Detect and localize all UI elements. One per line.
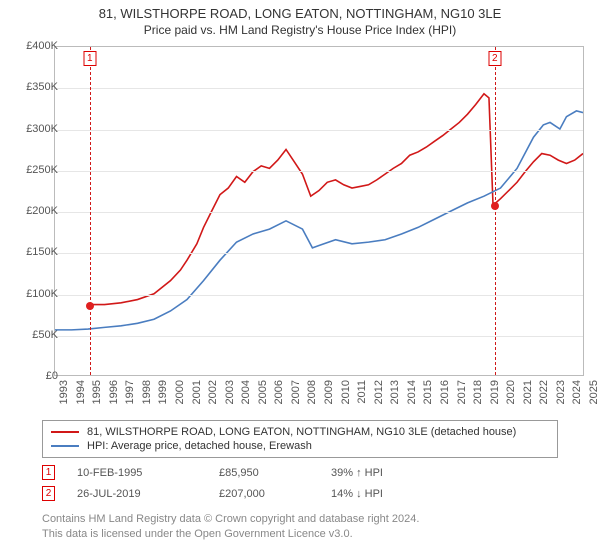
footnote-line-2: This data is licensed under the Open Gov… (42, 527, 419, 542)
y-tick-label: £50K (32, 329, 58, 341)
marker-line-1 (90, 47, 91, 375)
y-tick-label: £0 (46, 370, 58, 382)
y-tick-label: £100K (26, 288, 58, 300)
x-tick-label: 2003 (224, 380, 236, 404)
x-tick-label: 2018 (472, 380, 484, 404)
transaction-badge: 1 (42, 465, 55, 480)
series-property (90, 94, 583, 305)
title-line-2: Price paid vs. HM Land Registry's House … (0, 23, 600, 37)
title-block: 81, WILSTHORPE ROAD, LONG EATON, NOTTING… (0, 0, 600, 37)
x-tick-label: 2025 (588, 380, 600, 404)
transaction-diff: 14% ↓ HPI (331, 488, 441, 500)
transaction-diff: 39% ↑ HPI (331, 467, 441, 479)
marker-badge-1: 1 (83, 51, 96, 66)
legend-swatch (51, 431, 79, 433)
footnote: Contains HM Land Registry data © Crown c… (42, 512, 419, 542)
x-tick-label: 1998 (141, 380, 153, 404)
transaction-row-2: 2 26-JUL-2019 £207,000 14% ↓ HPI (42, 483, 441, 504)
x-tick-label: 2001 (191, 380, 203, 404)
x-tick-label: 2004 (240, 380, 252, 404)
x-tick-label: 2015 (422, 380, 434, 404)
marker-dot-1 (86, 302, 94, 310)
x-tick-label: 2013 (389, 380, 401, 404)
x-tick-label: 2009 (323, 380, 335, 404)
x-tick-label: 1999 (157, 380, 169, 404)
x-tick-label: 2019 (489, 380, 501, 404)
series-hpi (55, 111, 583, 330)
x-tick-label: 2022 (538, 380, 550, 404)
x-tick-label: 2000 (174, 380, 186, 404)
x-tick-label: 2008 (306, 380, 318, 404)
x-tick-label: 2002 (207, 380, 219, 404)
y-gridline (55, 336, 583, 337)
y-gridline (55, 130, 583, 131)
y-gridline (55, 171, 583, 172)
y-tick-label: £150K (26, 246, 58, 258)
x-tick-label: 2011 (356, 380, 368, 404)
transactions-table: 1 10-FEB-1995 £85,950 39% ↑ HPI 2 26-JUL-2019… (42, 462, 441, 504)
legend-item-1: HPI: Average price, detached house, Erew… (51, 439, 549, 453)
series-svg (55, 47, 583, 375)
legend-label: HPI: Average price, detached house, Erew… (87, 440, 312, 452)
x-tick-label: 2024 (571, 380, 583, 404)
x-tick-label: 2010 (340, 380, 352, 404)
transaction-price: £207,000 (219, 488, 309, 500)
transaction-row-1: 1 10-FEB-1995 £85,950 39% ↑ HPI (42, 462, 441, 483)
x-tick-label: 1996 (108, 380, 120, 404)
figure: 81, WILSTHORPE ROAD, LONG EATON, NOTTING… (0, 0, 600, 560)
x-tick-label: 2023 (555, 380, 567, 404)
title-line-1: 81, WILSTHORPE ROAD, LONG EATON, NOTTING… (0, 6, 600, 21)
x-tick-label: 2021 (522, 380, 534, 404)
marker-dot-2 (491, 202, 499, 210)
marker-badge-2: 2 (488, 51, 501, 66)
y-gridline (55, 253, 583, 254)
y-tick-label: £400K (26, 40, 58, 52)
plot-area: 12 (54, 46, 584, 376)
x-tick-label: 2016 (439, 380, 451, 404)
y-tick-label: £350K (26, 81, 58, 93)
marker-line-2 (495, 47, 496, 375)
x-tick-label: 2020 (505, 380, 517, 404)
y-gridline (55, 212, 583, 213)
y-gridline (55, 295, 583, 296)
x-tick-label: 1994 (75, 380, 87, 404)
y-tick-label: £250K (26, 164, 58, 176)
x-tick-label: 1997 (124, 380, 136, 404)
transaction-badge: 2 (42, 486, 55, 501)
x-tick-label: 2007 (290, 380, 302, 404)
x-tick-label: 1995 (91, 380, 103, 404)
footnote-line-1: Contains HM Land Registry data © Crown c… (42, 512, 419, 527)
transaction-date: 26-JUL-2019 (77, 488, 197, 500)
legend-item-0: 81, WILSTHORPE ROAD, LONG EATON, NOTTING… (51, 425, 549, 439)
y-tick-label: £300K (26, 123, 58, 135)
y-gridline (55, 88, 583, 89)
x-tick-label: 1993 (58, 380, 70, 404)
x-tick-label: 2012 (373, 380, 385, 404)
legend-label: 81, WILSTHORPE ROAD, LONG EATON, NOTTING… (87, 426, 516, 438)
x-tick-label: 2006 (273, 380, 285, 404)
legend-swatch (51, 445, 79, 447)
y-tick-label: £200K (26, 205, 58, 217)
x-tick-label: 2017 (456, 380, 468, 404)
transaction-date: 10-FEB-1995 (77, 467, 197, 479)
x-tick-label: 2005 (257, 380, 269, 404)
transaction-price: £85,950 (219, 467, 309, 479)
chart: 12 £0£50K£100K£150K£200K£250K£300K£350K£… (8, 46, 592, 406)
x-tick-label: 2014 (406, 380, 418, 404)
legend: 81, WILSTHORPE ROAD, LONG EATON, NOTTING… (42, 420, 558, 458)
